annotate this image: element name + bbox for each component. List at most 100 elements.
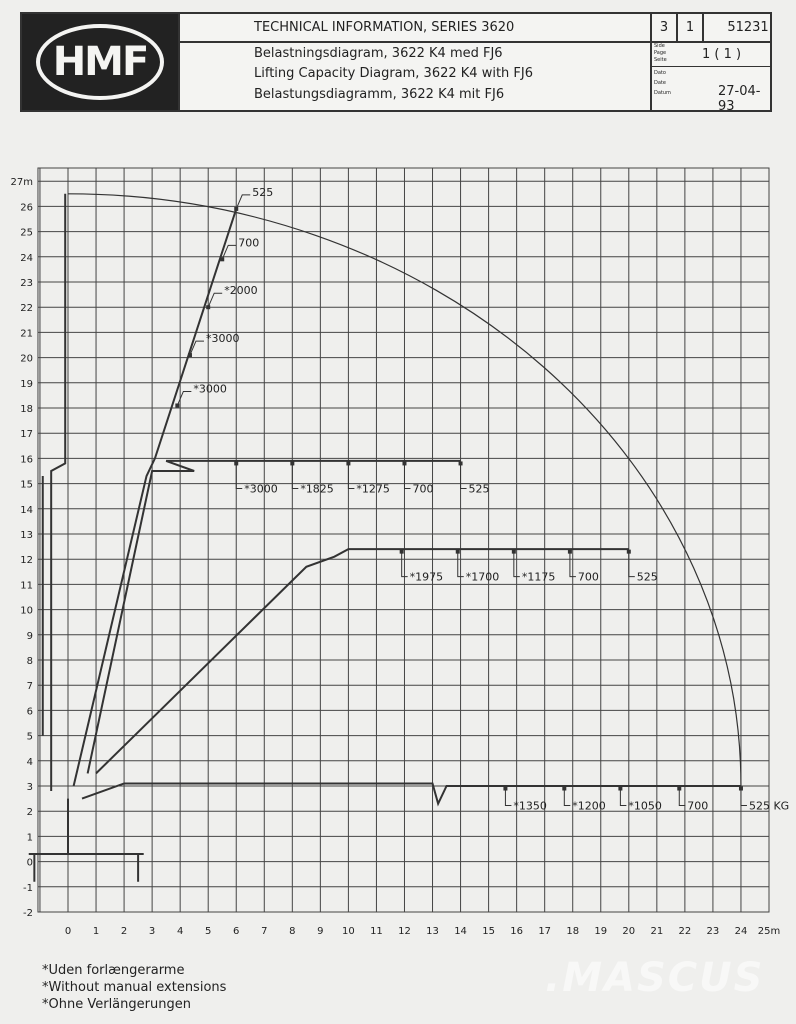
- x-tick-label: 0: [65, 926, 71, 937]
- y-tick-label: 0: [27, 858, 33, 869]
- y-tick-label: 6: [27, 706, 33, 717]
- load-point-leader: [513, 551, 520, 578]
- x-tick-label: 11: [370, 926, 383, 937]
- page-number: 1 ( 1 ): [702, 47, 742, 62]
- x-tick-label: 19: [594, 926, 607, 937]
- load-capacity-label: 700: [578, 571, 599, 584]
- y-tick-label: 19: [20, 379, 33, 390]
- subtitle-german: Belastungsdiagramm, 3622 K4 mit FJ6: [254, 87, 505, 102]
- cell-a: 3: [652, 14, 678, 41]
- y-tick-label: 7: [27, 681, 33, 692]
- load-capacity-label: *1350: [513, 800, 547, 813]
- load-capacity-label: *1175: [522, 571, 556, 584]
- footnotes: *Uden forlængerarme *Without manual exte…: [42, 962, 226, 1013]
- x-tick-label: 1: [93, 926, 99, 937]
- load-point-leader: [207, 292, 223, 308]
- page-label-en: Page: [654, 50, 667, 56]
- load-capacity-label: 525 KG: [749, 800, 789, 813]
- x-tick-label: 25m: [758, 926, 780, 937]
- load-point-leader: [740, 788, 747, 807]
- y-tick-label: 3: [27, 782, 33, 793]
- y-tick-label: 17: [20, 429, 33, 440]
- y-tick-label: 2: [27, 807, 33, 818]
- y-tick-label: 15: [20, 480, 33, 491]
- load-point-leader: [347, 463, 355, 489]
- load-capacity-label: *1825: [300, 482, 334, 495]
- footnote-english: *Without manual extensions: [42, 980, 227, 995]
- load-point-leader: [235, 463, 243, 489]
- x-tick-label: 8: [289, 926, 295, 937]
- load-point-leader: [460, 463, 467, 489]
- x-tick-label: 5: [205, 926, 211, 937]
- load-capacity-label: *2000: [224, 284, 258, 297]
- load-point-leader: [678, 788, 686, 807]
- page-label-da: Side: [654, 43, 665, 49]
- footnote-danish: *Uden forlængerarme: [42, 963, 185, 978]
- logo-text: HMF: [36, 24, 164, 100]
- boom-steep: [72, 208, 238, 787]
- x-tick-label: 13: [426, 926, 439, 937]
- load-point-leader: [401, 551, 408, 578]
- x-tick-label: 24: [735, 926, 748, 937]
- divider: [180, 41, 652, 43]
- load-capacity-label: *1975: [410, 571, 444, 584]
- x-tick-label: 4: [177, 926, 183, 937]
- y-tick-label: 11: [20, 580, 33, 591]
- reach-envelope-arc: [67, 193, 742, 787]
- doc-number: 51231: [727, 20, 769, 35]
- load-capacity-label: *1050: [628, 800, 662, 813]
- y-tick-label: 9: [27, 631, 33, 642]
- divider: [652, 66, 770, 67]
- y-tick-label: 5: [27, 732, 33, 743]
- x-tick-label: 15: [482, 926, 495, 937]
- boom-3m: [81, 782, 741, 807]
- x-tick-label: 16: [510, 926, 523, 937]
- y-tick-label: 12: [20, 555, 33, 566]
- title-area: TECHNICAL INFORMATION, SERIES 3620 Belas…: [178, 14, 652, 110]
- load-point-leader: [403, 463, 411, 489]
- x-tick-label: 23: [707, 926, 720, 937]
- y-tick-label: 26: [20, 202, 33, 213]
- date-label-en: Date: [654, 80, 666, 86]
- load-point-leader: [569, 551, 576, 578]
- load-point-leader: [504, 788, 512, 807]
- load-capacity-label: 525: [469, 482, 490, 495]
- load-capacity-label: *1700: [466, 571, 500, 584]
- y-tick-label: 24: [20, 253, 33, 264]
- date-label-de: Datum: [654, 90, 671, 96]
- load-point-leader: [563, 788, 571, 807]
- y-tick-label: 25: [20, 228, 33, 239]
- divider: [652, 41, 770, 43]
- x-tick-label: 3: [149, 926, 155, 937]
- load-point-leader: [619, 788, 627, 807]
- y-tick-label: 8: [27, 656, 33, 667]
- load-capacity-label: *3000: [206, 332, 240, 345]
- grid: [37, 167, 770, 913]
- load-capacity-label: *3000: [193, 382, 227, 395]
- load-point-leader: [291, 463, 299, 489]
- title-block: HMF TECHNICAL INFORMATION, SERIES 3620 B…: [20, 12, 772, 114]
- meta-block: 3 1 51231 Side Page Seite 1 ( 1 ) Dato D…: [650, 14, 770, 114]
- footnote-german: *Ohne Verlängerungen: [42, 997, 191, 1012]
- boom-12m: [95, 548, 629, 775]
- grid-border: [37, 167, 770, 913]
- load-capacity-label: *1200: [572, 800, 606, 813]
- load-capacity-label: 700: [412, 482, 433, 495]
- x-tick-label: 7: [261, 926, 267, 937]
- y-tick-label: 21: [20, 328, 33, 339]
- x-tick-label: 14: [454, 926, 467, 937]
- x-tick-label: 10: [342, 926, 355, 937]
- y-tick-label: 23: [20, 278, 33, 289]
- hmf-logo: HMF: [22, 14, 178, 110]
- y-tick-label: 20: [20, 354, 33, 365]
- watermark: .MASCUS: [545, 955, 765, 1001]
- load-point-leader: [628, 551, 635, 578]
- x-tick-label: 12: [398, 926, 411, 937]
- y-tick-label: 22: [20, 303, 33, 314]
- page-label-de: Seite: [654, 57, 667, 63]
- load-capacity-label: 700: [687, 800, 708, 813]
- y-tick-label: 13: [20, 530, 33, 541]
- y-tick-label: -1: [23, 883, 33, 894]
- load-point-leader: [457, 551, 464, 578]
